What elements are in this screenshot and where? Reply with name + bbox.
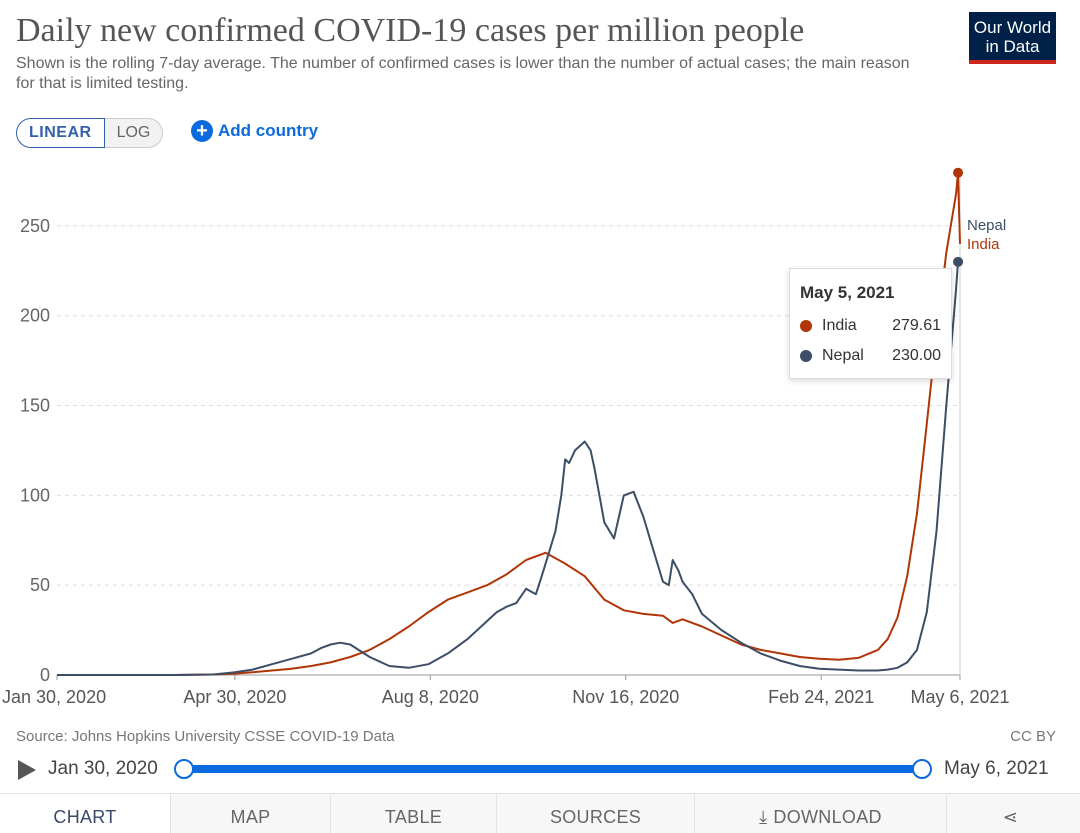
- tooltip-row-nepal: Nepal 230.00: [800, 341, 941, 371]
- tab-sources[interactable]: SOURCES: [496, 794, 694, 833]
- x-tick-label: Jan 30, 2020: [2, 687, 106, 707]
- tab-chart[interactable]: CHART: [0, 794, 170, 833]
- y-tick-label: 150: [20, 396, 50, 416]
- y-tick-label: 0: [40, 665, 50, 685]
- download-label: DOWNLOAD: [773, 807, 882, 827]
- timeline-end-handle[interactable]: [912, 759, 932, 779]
- chart-tooltip: May 5, 2021 India 279.61 Nepal 230.00: [789, 268, 952, 379]
- series-line-nepal: [57, 260, 960, 676]
- play-icon[interactable]: [18, 760, 36, 780]
- chart-subtitle: Shown is the rolling 7-day average. The …: [16, 55, 910, 92]
- series-lines: [57, 167, 964, 676]
- timeline: Jan 30, 2020 May 6, 2021: [0, 752, 1080, 788]
- tooltip-nepal-value: 230.00: [892, 347, 941, 364]
- series-line-india: [57, 171, 961, 676]
- tooltip-row-india: India 279.61: [800, 311, 941, 341]
- timeline-end-label: May 6, 2021: [944, 758, 1049, 779]
- linear-button[interactable]: LINEAR: [16, 118, 105, 148]
- tooltip-india-name: India: [822, 317, 857, 334]
- tooltip-india-value: 279.61: [892, 317, 941, 334]
- timeline-start-label: Jan 30, 2020: [48, 758, 158, 779]
- timeline-start-handle[interactable]: [174, 759, 194, 779]
- tab-bar: CHART MAP TABLE SOURCES ⤓ DOWNLOAD ⋖: [0, 793, 1080, 833]
- add-country-button[interactable]: + Add country: [191, 120, 318, 142]
- logo-line-1: Our World: [973, 18, 1052, 37]
- y-tick-label: 200: [20, 306, 50, 326]
- x-axis-ticks: Jan 30, 2020 Apr 30, 2020 Aug 8, 2020 Nov 1…: [2, 675, 1010, 707]
- log-button[interactable]: LOG: [104, 118, 164, 148]
- series-end-label-nepal: Nepal: [967, 217, 1006, 234]
- x-tick-label: Aug 8, 2020: [382, 687, 479, 707]
- owid-logo[interactable]: Our World in Data: [969, 12, 1056, 64]
- series-marker-nepal: [953, 256, 964, 267]
- tooltip-date: May 5, 2021: [800, 283, 895, 302]
- india-dot-icon: [800, 320, 812, 332]
- nepal-dot-icon: [800, 350, 812, 362]
- x-tick-label: Apr 30, 2020: [183, 687, 286, 707]
- add-country-label: Add country: [218, 121, 319, 140]
- series-labels: India Nepal: [967, 217, 1006, 253]
- plus-circle-icon: +: [191, 120, 213, 142]
- tooltip-nepal-name: Nepal: [822, 347, 864, 364]
- y-axis-ticks: 0 50 100 150 200 250: [20, 216, 50, 685]
- line-chart[interactable]: 0 50 100 150 200 250 Jan 30, 2020 Apr 30, 2020…: [0, 160, 1080, 720]
- tab-download[interactable]: ⤓ DOWNLOAD: [694, 794, 946, 833]
- x-tick-label: Feb 24, 2021: [768, 687, 874, 707]
- source-note[interactable]: Source: Johns Hopkins University CSSE CO…: [16, 728, 395, 745]
- series-end-label-india: India: [967, 236, 1000, 253]
- logo-line-2: in Data: [985, 37, 1040, 56]
- share-icon: ⋖: [1002, 807, 1019, 827]
- series-marker-india: [953, 167, 964, 178]
- grid-lines: [57, 172, 961, 676]
- tab-map[interactable]: MAP: [170, 794, 330, 833]
- x-tick-label: Nov 16, 2020: [572, 687, 679, 707]
- y-tick-label: 50: [30, 575, 50, 595]
- download-icon: ⤓: [759, 807, 768, 827]
- tab-table[interactable]: TABLE: [330, 794, 496, 833]
- x-tick-label: May 6, 2021: [910, 687, 1009, 707]
- chart-title: Daily new confirmed COVID-19 cases per m…: [16, 12, 805, 49]
- scale-toggle: LINEAR LOG: [16, 118, 164, 148]
- license-note[interactable]: CC BY: [1010, 728, 1056, 745]
- y-tick-label: 100: [20, 485, 50, 505]
- tab-share[interactable]: ⋖: [946, 794, 1080, 833]
- y-tick-label: 250: [20, 216, 50, 236]
- timeline-track[interactable]: [184, 765, 922, 773]
